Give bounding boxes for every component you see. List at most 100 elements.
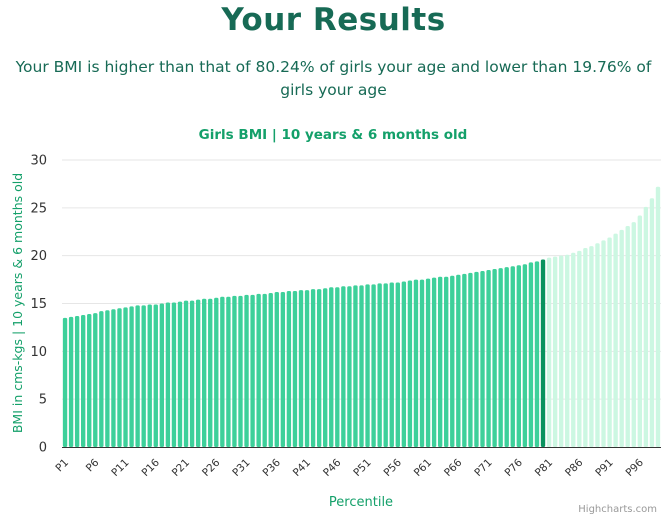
bar-p58[interactable] <box>407 280 413 447</box>
bar-p22[interactable] <box>189 300 195 447</box>
bar-p56[interactable] <box>395 282 400 447</box>
bar-p50[interactable] <box>359 285 364 447</box>
bar-p48[interactable] <box>347 286 352 447</box>
bar-p86[interactable] <box>577 250 582 447</box>
bar-p25[interactable] <box>208 298 213 447</box>
bar-p54[interactable] <box>383 283 388 447</box>
bar-p13[interactable] <box>135 305 140 447</box>
bar-p63[interactable] <box>437 276 443 447</box>
bar-p21[interactable] <box>183 300 189 447</box>
bar-p78[interactable] <box>528 262 534 447</box>
bar-p43[interactable] <box>316 289 322 447</box>
bar-p89[interactable] <box>595 243 600 447</box>
bar-p91[interactable] <box>607 237 612 447</box>
bar-p26[interactable] <box>214 297 219 447</box>
bar-p39[interactable] <box>292 291 298 447</box>
bar-p99[interactable] <box>655 186 661 448</box>
bar-p90[interactable] <box>601 240 606 447</box>
bar-p17[interactable] <box>159 303 165 448</box>
bar-p4[interactable] <box>81 314 86 447</box>
bar-p49[interactable] <box>353 285 358 447</box>
bar-p1[interactable] <box>62 317 68 447</box>
bar-p34[interactable] <box>262 293 267 447</box>
bar-p64[interactable] <box>444 276 449 447</box>
bar-p67[interactable] <box>462 273 467 447</box>
bar-p37[interactable] <box>280 292 286 447</box>
bar-p55[interactable] <box>389 282 394 447</box>
bar-p81[interactable] <box>546 257 552 447</box>
bar-p61[interactable] <box>425 278 431 447</box>
bar-p72[interactable] <box>492 269 497 447</box>
highcharts-credits[interactable]: Highcharts.com <box>578 504 657 515</box>
bar-p95[interactable] <box>631 222 636 447</box>
bar-p84[interactable] <box>565 254 570 447</box>
bar-p85[interactable] <box>571 252 576 447</box>
bar-p18[interactable] <box>165 302 171 447</box>
bar-p83[interactable] <box>558 255 564 447</box>
bar-p41[interactable] <box>304 290 310 447</box>
bar-p16[interactable] <box>153 304 158 447</box>
bar-p27[interactable] <box>220 296 225 447</box>
bar-p47[interactable] <box>341 286 346 447</box>
bar-p32[interactable] <box>250 294 255 447</box>
bar-p8[interactable] <box>105 310 110 447</box>
bar-p36[interactable] <box>274 292 279 447</box>
bar-p87[interactable] <box>583 248 588 447</box>
bar-p76[interactable] <box>516 265 521 447</box>
bar-p5[interactable] <box>87 314 92 447</box>
bar-p66[interactable] <box>456 274 461 447</box>
bar-p28[interactable] <box>226 296 231 447</box>
bar-p51[interactable] <box>365 284 370 447</box>
bar-p19[interactable] <box>171 302 177 447</box>
bar-p62[interactable] <box>431 277 437 447</box>
bar-p14[interactable] <box>141 305 146 447</box>
bar-p93[interactable] <box>619 229 624 447</box>
bar-p80[interactable] <box>540 259 546 447</box>
bar-p44[interactable] <box>323 288 328 447</box>
bar-p30[interactable] <box>238 295 243 447</box>
bar-p75[interactable] <box>510 266 515 447</box>
bar-p24[interactable] <box>202 298 207 447</box>
bar-p23[interactable] <box>195 299 201 447</box>
bar-p6[interactable] <box>93 313 98 447</box>
bar-p59[interactable] <box>413 279 419 447</box>
bar-p88[interactable] <box>589 246 594 447</box>
bar-p29[interactable] <box>232 295 237 447</box>
bar-p38[interactable] <box>286 291 292 447</box>
bar-p94[interactable] <box>625 226 630 447</box>
bar-p10[interactable] <box>117 308 122 447</box>
bar-p77[interactable] <box>522 264 528 447</box>
bar-p45[interactable] <box>329 287 334 447</box>
bar-p60[interactable] <box>419 279 425 447</box>
bar-p71[interactable] <box>486 270 491 447</box>
bar-p52[interactable] <box>371 284 376 447</box>
bar-p2[interactable] <box>68 316 74 447</box>
bar-p33[interactable] <box>256 293 261 447</box>
bar-p74[interactable] <box>504 267 509 447</box>
bar-p12[interactable] <box>129 306 134 447</box>
bar-p98[interactable] <box>649 198 655 447</box>
bar-p40[interactable] <box>298 290 304 447</box>
bar-p15[interactable] <box>147 304 152 447</box>
bar-p53[interactable] <box>377 283 382 447</box>
bar-p3[interactable] <box>74 315 80 447</box>
bar-p42[interactable] <box>310 289 316 447</box>
bar-p57[interactable] <box>401 281 407 448</box>
bar-p65[interactable] <box>450 275 455 447</box>
bar-p31[interactable] <box>244 294 249 447</box>
bar-p70[interactable] <box>480 270 485 447</box>
bar-p79[interactable] <box>534 261 540 447</box>
bar-p35[interactable] <box>268 292 273 447</box>
bar-p82[interactable] <box>552 256 558 447</box>
bar-p92[interactable] <box>613 233 618 447</box>
bar-p11[interactable] <box>123 307 128 447</box>
bar-p20[interactable] <box>177 301 183 447</box>
bar-p9[interactable] <box>111 309 116 447</box>
bar-p69[interactable] <box>474 271 479 447</box>
bar-p7[interactable] <box>99 311 104 447</box>
bar-p46[interactable] <box>335 287 340 447</box>
bar-p68[interactable] <box>468 272 473 447</box>
bar-p73[interactable] <box>498 268 503 447</box>
bar-p97[interactable] <box>643 206 649 447</box>
bar-p96[interactable] <box>637 215 643 447</box>
